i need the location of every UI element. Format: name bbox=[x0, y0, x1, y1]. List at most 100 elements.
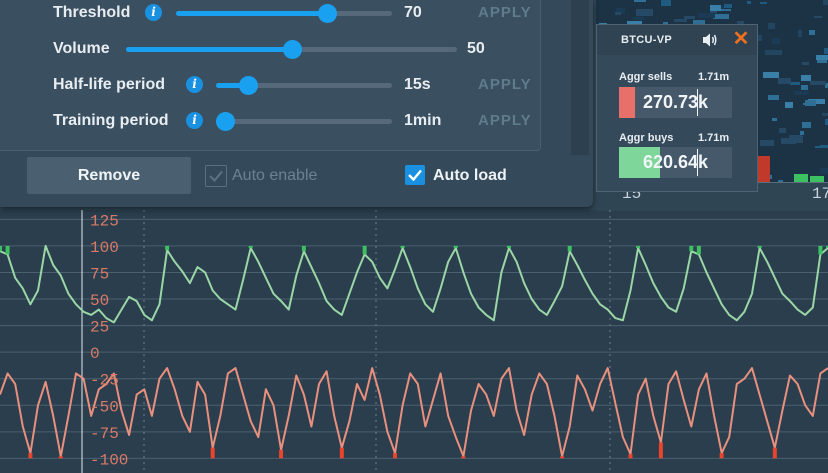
slider-handle[interactable] bbox=[282, 40, 302, 59]
y-tick-label: -75 bbox=[90, 425, 119, 443]
heatmap-cell bbox=[825, 119, 828, 125]
y-tick-label: -50 bbox=[90, 398, 119, 416]
heatmap-cell bbox=[724, 4, 732, 8]
y-tick-label: 100 bbox=[90, 239, 119, 257]
training-period-value: 1min bbox=[404, 112, 442, 129]
heatmap-cell bbox=[698, 13, 715, 18]
heatmap-cell bbox=[674, 19, 687, 22]
close-icon[interactable]: ✕ bbox=[732, 28, 750, 50]
line-chart[interactable]: 125 100 75 50 25 0 -25 -50 -75 -100 bbox=[0, 210, 828, 473]
auto-enable-checkbox[interactable] bbox=[205, 165, 227, 187]
aggr-buys-value: 620.64k bbox=[642, 152, 709, 172]
heatmap-cell bbox=[790, 82, 800, 85]
checkmark-icon bbox=[209, 170, 223, 183]
heatmap-axis-tick: 17 bbox=[812, 185, 828, 203]
heatmap-cell bbox=[663, 22, 668, 25]
heatmap-cell bbox=[822, 113, 828, 116]
volume-row: Volume 50 bbox=[0, 36, 540, 72]
y-tick-label: -25 bbox=[90, 372, 119, 390]
heatmap-cell bbox=[661, 0, 671, 6]
aggr-sells-fill bbox=[619, 87, 635, 118]
heatmap-cell bbox=[634, 0, 646, 2]
aggr-buys-total: 1.71m bbox=[698, 132, 730, 144]
heatmap-cell bbox=[763, 72, 779, 78]
scrollbar[interactable] bbox=[571, 0, 589, 155]
heatmap-cell bbox=[805, 100, 816, 106]
threshold-row: Threshold i 70 APPLY bbox=[0, 0, 540, 36]
slider-handle[interactable] bbox=[238, 76, 258, 95]
aggr-sells-label: Aggr sells bbox=[619, 71, 673, 83]
settings-panel: Threshold i 70 APPLY Volume 50 Half-life… bbox=[0, 0, 593, 207]
slider-handle[interactable] bbox=[215, 112, 235, 131]
heatmap-cell bbox=[768, 23, 775, 29]
heatmap-cell bbox=[814, 16, 822, 18]
heatmap-cell bbox=[779, 128, 786, 133]
heatmap-cell bbox=[747, 1, 751, 4]
half-life-slider[interactable] bbox=[216, 76, 392, 95]
volume-bar bbox=[794, 174, 808, 182]
heatmap-cell bbox=[713, 14, 729, 19]
volume-bar bbox=[810, 176, 824, 182]
heatmap-cell bbox=[781, 138, 796, 144]
threshold-slider[interactable] bbox=[176, 4, 392, 23]
auto-enable-label: Auto enable bbox=[232, 167, 318, 184]
threshold-value: 70 bbox=[404, 4, 422, 21]
threshold-apply-button[interactable]: APPLY bbox=[478, 4, 532, 21]
heatmap-cell bbox=[721, 9, 731, 11]
heatmap-cell bbox=[778, 78, 791, 84]
heatmap-cell bbox=[772, 118, 777, 121]
heatmap-cell bbox=[765, 50, 782, 55]
trade-volume-widget: BTCU-VP ✕ Aggr sells 1.71m 270.73k Aggr … bbox=[596, 24, 758, 192]
heatmap-cell bbox=[820, 168, 828, 174]
heatmap-cell bbox=[809, 30, 815, 35]
half-life-row: Half-life period i 15s APPLY bbox=[0, 72, 540, 108]
heatmap-cell bbox=[802, 62, 809, 65]
threshold-label: Threshold bbox=[53, 4, 131, 21]
training-period-row: Training period i 1min APPLY bbox=[0, 108, 540, 144]
volume-slider[interactable] bbox=[126, 40, 457, 59]
heatmap-cell bbox=[816, 55, 828, 60]
heatmap-cell bbox=[802, 122, 811, 128]
aggr-buys-fill bbox=[619, 147, 660, 178]
info-icon[interactable]: i bbox=[186, 76, 203, 93]
y-tick-label: 25 bbox=[90, 319, 109, 337]
half-life-value: 15s bbox=[404, 76, 431, 93]
y-tick-label: -100 bbox=[90, 451, 128, 469]
half-life-apply-button[interactable]: APPLY bbox=[478, 76, 532, 93]
heatmap-cell bbox=[616, 8, 625, 14]
aggr-sells-value: 270.73k bbox=[642, 92, 709, 112]
training-period-slider[interactable] bbox=[215, 112, 392, 131]
y-tick-label: 75 bbox=[90, 265, 109, 283]
heatmap-cell bbox=[633, 17, 645, 20]
heatmap-cell bbox=[801, 85, 808, 90]
heatmap-cell bbox=[798, 30, 802, 37]
y-tick-label: 50 bbox=[90, 292, 109, 310]
volume-label: Volume bbox=[53, 40, 110, 57]
aggr-sells-bar: 270.73k bbox=[619, 87, 732, 118]
heatmap-cell bbox=[810, 81, 826, 85]
heatmap-cell bbox=[785, 102, 793, 108]
settings-form bbox=[0, 0, 541, 151]
training-period-apply-button[interactable]: APPLY bbox=[478, 112, 532, 129]
heatmap-cell bbox=[815, 146, 824, 148]
heatmap-cell bbox=[737, 21, 744, 25]
slider-fill bbox=[216, 83, 248, 88]
auto-load-checkbox[interactable] bbox=[405, 165, 425, 185]
info-icon[interactable]: i bbox=[186, 112, 203, 129]
speaker-icon[interactable] bbox=[701, 31, 719, 49]
aggr-buys-bar: 620.64k bbox=[619, 147, 732, 178]
heatmap-cell bbox=[684, 16, 695, 19]
widget-title: BTCU-VP bbox=[621, 34, 672, 46]
heatmap-cell bbox=[789, 135, 802, 140]
heatmap-cell bbox=[801, 75, 811, 81]
heatmap-cell bbox=[710, 9, 717, 13]
info-icon[interactable]: i bbox=[145, 4, 162, 21]
aggr-buys-label: Aggr buys bbox=[619, 132, 674, 144]
y-tick-label: 0 bbox=[90, 345, 100, 363]
heatmap-cell bbox=[693, 20, 705, 25]
remove-button[interactable]: Remove bbox=[27, 157, 191, 194]
heatmap-cell bbox=[800, 131, 804, 135]
heatmap-cell bbox=[808, 99, 825, 104]
volume-bar bbox=[756, 156, 770, 182]
slider-handle[interactable] bbox=[318, 4, 338, 23]
